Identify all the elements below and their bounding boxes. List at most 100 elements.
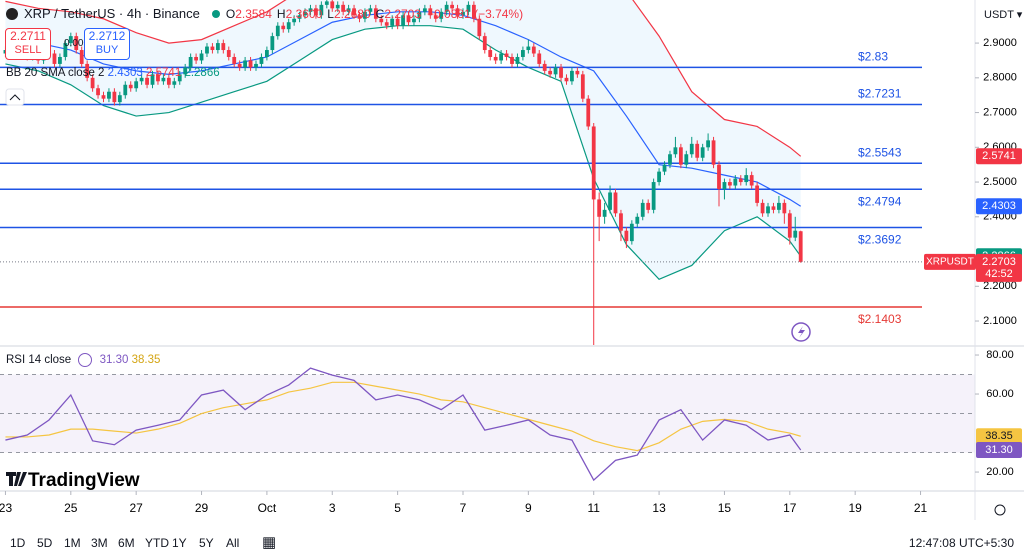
price-line-label: $2.4794 (858, 194, 902, 208)
candle-body (384, 22, 389, 26)
candle-body (303, 11, 307, 16)
candle-body (188, 56, 193, 68)
buy-price: 2.2712 (88, 29, 126, 43)
ohlc-value: 2.3600 (285, 6, 323, 21)
x-tick-label: 13 (652, 501, 666, 515)
x-tick-label: 23 (0, 501, 12, 515)
ohlc-value: 2.3584 (235, 6, 272, 21)
range-button[interactable]: 5Y (199, 536, 214, 550)
candle-body (68, 36, 73, 44)
candle-body (177, 74, 182, 82)
date-range-icon[interactable]: ▦ (262, 534, 277, 551)
y-tick-label: 2.7000 (983, 106, 1017, 118)
candle-body (134, 81, 139, 89)
candle-body (314, 8, 318, 16)
candle-body (553, 67, 558, 75)
price-line-label: $2.83 (858, 50, 888, 64)
candle-body (722, 182, 727, 190)
candle-body (706, 140, 711, 148)
candle-body (597, 199, 602, 217)
candle-body (646, 202, 651, 210)
candle-body (668, 154, 672, 165)
upper-badge-bg (976, 148, 1022, 165)
candle-body (205, 46, 209, 54)
rsi-line (5, 367, 802, 482)
candle-body (684, 154, 689, 165)
range-button[interactable]: All (226, 536, 240, 550)
candle-body (232, 56, 237, 64)
candle-body (128, 84, 133, 89)
candle-body (172, 81, 177, 85)
candle-body (471, 4, 476, 19)
candle-body (308, 8, 313, 12)
rsi-icon (78, 353, 93, 367)
candle-body (275, 25, 280, 37)
range-button[interactable]: 1M (64, 536, 81, 550)
range-button[interactable]: 5D (37, 536, 53, 550)
rsi-tick-label: 20.00 (986, 466, 1014, 478)
candle-body (297, 15, 302, 19)
candle-body (700, 147, 705, 158)
candle-body (401, 15, 405, 26)
candle-body (526, 46, 531, 51)
candle-body (63, 43, 68, 57)
alert-bolt (798, 326, 805, 338)
symbol-header: XRP / TetherUS · 4h · Binance O2.3584 H2.… (6, 6, 523, 21)
bottom-toolbar: 12:47:08 UTC+5:30 ▦ 1D 5D 1M 3M 6M YTD 1Y 5Y All (0, 533, 1024, 557)
currency: USDT (984, 9, 1014, 21)
candle-body (444, 4, 449, 12)
logo-mark (6, 472, 27, 486)
basis-badge: 2.4303 (982, 200, 1016, 212)
rsi-ma-badge-bg (976, 428, 1022, 445)
range-button[interactable]: YTD (145, 536, 169, 550)
candle-body (194, 56, 198, 61)
candle-body (749, 175, 754, 186)
candle-body (123, 84, 128, 96)
candle-body (58, 56, 62, 64)
basis-badge-bg (976, 198, 1022, 215)
candle-body (373, 8, 378, 19)
buy-button[interactable]: 2.2712 BUY (84, 28, 130, 60)
candle-body (510, 56, 514, 64)
settings-icon[interactable] (994, 504, 1006, 516)
ohlc-key: C (375, 6, 385, 21)
candle-body (515, 56, 520, 64)
y-tick-label: 2.2000 (983, 280, 1017, 292)
candle-body (248, 60, 253, 68)
ohlc-value: 2.2680 (333, 6, 371, 21)
candle-body (139, 77, 144, 82)
candle-body (357, 15, 362, 19)
coin-icon (6, 7, 18, 20)
range-button[interactable]: 1Y (172, 536, 187, 550)
candle-body (145, 77, 149, 85)
candle-body (499, 53, 504, 61)
x-tick-label: 9 (525, 501, 532, 515)
rsi-tick-label: 60.00 (986, 388, 1014, 400)
candle-body (586, 98, 591, 127)
candle-body (346, 8, 351, 12)
symbol-badge: XRPUSDT (926, 257, 974, 268)
price-line-label: $2.3692 (858, 233, 902, 247)
candle-body (270, 36, 275, 51)
range-button[interactable]: 3M (91, 536, 108, 550)
x-tick-label: 7 (460, 501, 467, 515)
price-badge: 2.2703 (982, 256, 1016, 268)
sell-button[interactable]: 2.2711 SELL (5, 28, 51, 60)
candle-body (199, 53, 204, 61)
rsi-legend: RSI 14 close 31.30 38.35 (6, 353, 160, 367)
currency-select[interactable]: USDT ▾ (984, 9, 1023, 21)
range-button[interactable]: 1D (10, 536, 26, 550)
candle-body (504, 53, 509, 57)
collapse-button[interactable] (5, 88, 25, 106)
sell-label: SELL (14, 44, 42, 56)
candle-body (744, 175, 749, 183)
x-tick-label: 5 (394, 501, 401, 515)
range-button[interactable]: 6M (118, 536, 135, 550)
candle-body (79, 50, 84, 64)
bb-legend: BB 20 SMA close 2 2.4303 2.5741 2.2866 (6, 67, 220, 79)
candle-body (482, 36, 487, 51)
candle-body (107, 91, 111, 99)
candle-body (711, 140, 716, 165)
candle-body (766, 206, 770, 214)
